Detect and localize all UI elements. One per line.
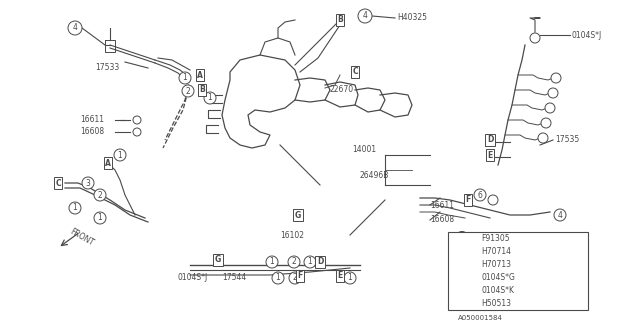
Text: E: E [488, 150, 493, 159]
Text: 17533: 17533 [95, 63, 119, 73]
Circle shape [455, 284, 469, 298]
Text: H70713: H70713 [481, 260, 511, 269]
Text: G: G [295, 211, 301, 220]
Circle shape [344, 272, 356, 284]
Text: 22670: 22670 [330, 85, 354, 94]
Text: 26496B: 26496B [360, 171, 389, 180]
Text: 16611: 16611 [430, 201, 454, 210]
Circle shape [82, 177, 94, 189]
Circle shape [133, 128, 141, 136]
Text: D: D [487, 135, 493, 145]
Text: 5: 5 [460, 287, 464, 293]
Circle shape [538, 133, 548, 143]
Text: A: A [105, 158, 111, 167]
Text: C: C [352, 68, 358, 76]
Text: 16608: 16608 [430, 215, 454, 225]
Circle shape [94, 189, 106, 201]
Text: 16102: 16102 [280, 230, 304, 239]
Text: 6: 6 [460, 300, 464, 307]
Text: B: B [199, 85, 205, 94]
Text: 1: 1 [207, 93, 212, 102]
Circle shape [69, 202, 81, 214]
Circle shape [272, 272, 284, 284]
Text: B: B [337, 15, 343, 25]
Text: F: F [465, 196, 470, 204]
Circle shape [68, 21, 82, 35]
Text: G: G [215, 255, 221, 265]
Text: 17535: 17535 [555, 135, 579, 145]
Circle shape [541, 118, 551, 128]
Text: 17544: 17544 [222, 274, 246, 283]
Text: 0104S*G: 0104S*G [481, 273, 515, 282]
Circle shape [455, 258, 469, 271]
Circle shape [455, 297, 469, 310]
Text: H50513: H50513 [481, 299, 511, 308]
Circle shape [455, 244, 469, 259]
Text: 4: 4 [460, 275, 464, 281]
Text: 1: 1 [348, 274, 353, 283]
Circle shape [94, 212, 106, 224]
Circle shape [548, 88, 558, 98]
Circle shape [551, 73, 561, 83]
Text: 4: 4 [72, 23, 77, 33]
Text: 4: 4 [557, 211, 563, 220]
Circle shape [289, 272, 301, 284]
Text: H40325: H40325 [397, 13, 427, 22]
Text: H70714: H70714 [481, 247, 511, 256]
FancyBboxPatch shape [448, 232, 588, 310]
Text: 1: 1 [72, 204, 77, 212]
Circle shape [554, 209, 566, 221]
Circle shape [179, 72, 191, 84]
Circle shape [204, 92, 216, 104]
Text: 2: 2 [292, 258, 296, 267]
Text: 3: 3 [86, 179, 90, 188]
Text: 2: 2 [186, 86, 190, 95]
Circle shape [358, 9, 372, 23]
Text: 3: 3 [460, 261, 464, 268]
Circle shape [182, 85, 194, 97]
Text: 1: 1 [276, 274, 280, 283]
Text: 1: 1 [269, 258, 275, 267]
Text: 2: 2 [98, 190, 102, 199]
Text: A: A [197, 70, 203, 79]
Text: 1: 1 [118, 150, 122, 159]
Circle shape [474, 189, 486, 201]
Circle shape [455, 231, 469, 245]
Text: 16608: 16608 [80, 127, 104, 137]
Text: 6: 6 [477, 190, 483, 199]
Text: 4: 4 [363, 12, 367, 20]
Circle shape [545, 103, 555, 113]
Text: FRONT: FRONT [68, 227, 95, 247]
Text: 1: 1 [460, 236, 464, 242]
Circle shape [133, 116, 141, 124]
Text: D: D [317, 258, 323, 267]
Text: F91305: F91305 [481, 234, 509, 243]
Text: 1: 1 [98, 213, 102, 222]
Text: 16611: 16611 [80, 116, 104, 124]
Text: 1: 1 [308, 258, 312, 267]
Text: E: E [337, 271, 342, 281]
Circle shape [455, 270, 469, 284]
Text: 2: 2 [460, 249, 464, 254]
Text: A050001584: A050001584 [458, 315, 503, 320]
Text: 0104S*K: 0104S*K [481, 286, 514, 295]
Circle shape [530, 33, 540, 43]
Text: 0104S*J: 0104S*J [572, 30, 602, 39]
Text: 0104S*J: 0104S*J [178, 274, 208, 283]
Circle shape [114, 149, 126, 161]
Text: 14001: 14001 [352, 146, 376, 155]
Circle shape [288, 256, 300, 268]
Text: F: F [298, 271, 303, 281]
Text: 2: 2 [292, 274, 298, 283]
Circle shape [304, 256, 316, 268]
Text: C: C [55, 179, 61, 188]
Circle shape [266, 256, 278, 268]
Circle shape [488, 195, 498, 205]
Text: 1: 1 [182, 74, 188, 83]
